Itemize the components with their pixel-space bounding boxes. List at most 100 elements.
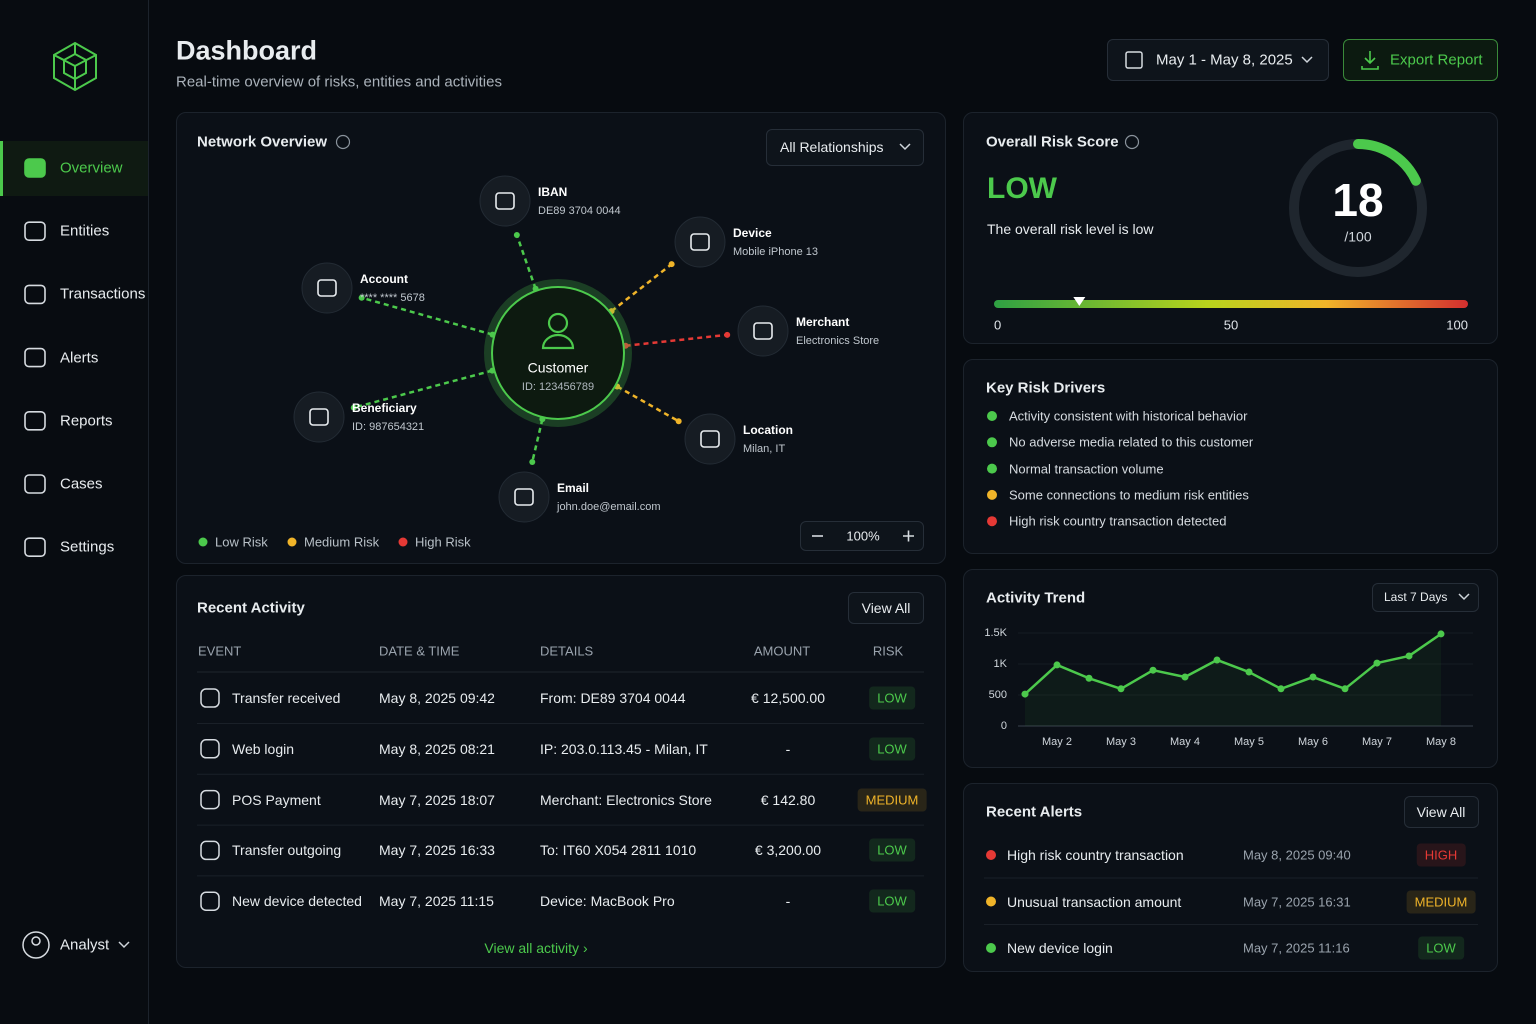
risk-gauge: 18/100 0 50 100: [994, 139, 1468, 332]
event-details: From: DE89 3704 0044: [540, 690, 686, 706]
node-sub: Mobile iPhone 13: [733, 246, 818, 258]
scale-label: 100: [1446, 317, 1468, 332]
risk-badge: MEDIUM: [1406, 890, 1476, 913]
event-name: Transfer received: [232, 690, 341, 706]
node: [684, 413, 736, 465]
risk-badge: MEDIUM: [857, 788, 927, 812]
edge: [353, 369, 493, 409]
nav-item[interactable]: Entities: [60, 222, 110, 240]
risk-badge: LOW: [869, 737, 915, 761]
event-amount: € 12,500.00: [751, 690, 825, 706]
edge: [361, 296, 493, 336]
point: [1117, 685, 1125, 693]
filter-label[interactable]: All Relationships: [780, 139, 884, 155]
panel-title: Overall Risk Score: [986, 133, 1119, 151]
x-tick-label: May 2: [1042, 736, 1072, 748]
point: [1021, 690, 1029, 698]
node: [479, 175, 531, 227]
column-header: DATE & TIME: [379, 643, 460, 659]
event-amount: € 142.80: [760, 791, 816, 808]
alert-datetime: May 7, 2025 16:31: [1243, 894, 1351, 909]
network-graph: IBAN DE89 3704 0044 Device Mobile iPhone 13…: [293, 175, 879, 523]
user-name[interactable]: Analyst: [60, 936, 110, 954]
nav-item[interactable]: Overview: [60, 159, 123, 177]
node-icon: [690, 233, 710, 251]
edge-end: [675, 418, 682, 425]
point: [1181, 673, 1189, 681]
date-range[interactable]: May 1 - May 8, 2025: [1156, 51, 1293, 69]
risk-badge: LOW: [869, 838, 915, 862]
relationship-filter[interactable]: [766, 129, 924, 166]
edge-end: [358, 294, 365, 301]
x-tick-label: May 4: [1170, 736, 1200, 748]
panel-title: Activity Trend: [986, 589, 1086, 607]
node: [293, 391, 345, 443]
node: [498, 471, 550, 523]
edge-end: [513, 231, 520, 238]
x-tick-label: May 6: [1298, 736, 1328, 748]
scale-label: 0: [994, 317, 1001, 332]
driver-text: Activity consistent with historical beha…: [1009, 408, 1248, 424]
trend-chart: 0 500 1K 1.5K May 2 May 3 May 4 May 5 May 6 May 7…: [984, 627, 1473, 748]
column-header: DETAILS: [540, 643, 594, 659]
node-sub: john.doe@email.com: [556, 501, 661, 513]
panel-title: Recent Activity: [197, 599, 305, 617]
panel-title: Key Risk Drivers: [986, 379, 1106, 397]
event-datetime: May 7, 2025 16:33: [379, 842, 495, 859]
scale-label: 50: [1224, 317, 1238, 332]
node-label: Email: [557, 481, 589, 495]
event-amount: -: [785, 893, 791, 910]
risk-badge: LOW: [869, 686, 915, 710]
event-details: Merchant: Electronics Store: [540, 791, 712, 808]
edge: [515, 234, 537, 290]
node-label: Device: [733, 226, 772, 240]
risk-badge: LOW: [1418, 936, 1464, 960]
activity-panel: [176, 575, 946, 968]
view-all-button[interactable]: [848, 592, 924, 624]
column-header: EVENT: [198, 643, 242, 659]
view-all[interactable]: View All: [861, 600, 911, 616]
y-tick-label: 1.5K: [984, 627, 1007, 639]
logo: [53, 41, 97, 92]
node-sub: Electronics Store: [796, 335, 879, 347]
center-icon-body: [541, 333, 575, 350]
nav-item[interactable]: Cases: [60, 475, 103, 493]
driver-text: Normal transaction volume: [1009, 461, 1164, 477]
node-sub: **** **** 5678: [360, 292, 425, 304]
edge: [616, 385, 680, 423]
date-picker[interactable]: [1107, 39, 1329, 81]
risk-level: LOW: [987, 172, 1057, 205]
center-sub: ID: 123456789: [522, 381, 594, 393]
nav-item[interactable]: Transactions: [60, 285, 146, 303]
view-all[interactable]: View All: [1416, 804, 1466, 820]
point: [1085, 674, 1093, 682]
event-details: IP: 203.0.113.45 - Milan, IT: [540, 740, 708, 757]
alert-datetime: May 7, 2025 11:16: [1243, 940, 1350, 956]
nav-item[interactable]: Settings: [60, 538, 115, 556]
node-icon: [317, 279, 337, 297]
alert-datetime: May 8, 2025 09:40: [1243, 847, 1351, 863]
filter-label[interactable]: Last 7 Days: [1384, 590, 1448, 604]
view-all-button[interactable]: [1404, 796, 1479, 828]
zoom-level: 100%: [846, 528, 880, 544]
nav-item[interactable]: Alerts: [60, 349, 99, 367]
point: [1341, 685, 1349, 693]
node-icon: [753, 322, 773, 340]
nav-item[interactable]: Reports: [60, 412, 113, 430]
driver-text: Some connections to medium risk entities: [1009, 487, 1249, 503]
x-tick-label: May 5: [1234, 736, 1264, 748]
risk-badge: LOW: [869, 889, 915, 913]
legend-label: Medium Risk: [304, 534, 380, 550]
node-label: Account: [360, 272, 408, 286]
edge-end: [529, 458, 536, 465]
x-tick-label: May 3: [1106, 736, 1136, 748]
node-label: Merchant: [796, 315, 849, 329]
node-icon: [495, 192, 515, 210]
alert-text: New device login: [1007, 940, 1113, 956]
export-label[interactable]: Export Report: [1390, 51, 1483, 69]
column-header: AMOUNT: [753, 643, 811, 659]
score-max: /100: [1344, 229, 1371, 245]
column-header: RISK: [872, 643, 904, 659]
view-all-activity[interactable]: View all activity ›: [484, 940, 588, 956]
